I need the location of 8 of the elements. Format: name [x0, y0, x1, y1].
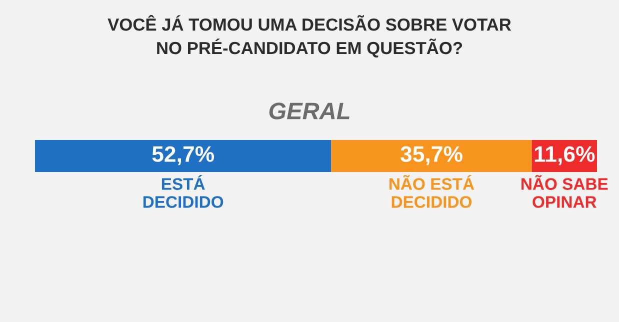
- chart-title: VOCÊ JÁ TOMOU UMA DECISÃO SOBRE VOTAR NO PRÉ-CANDIDATO EM QUESTÃO?: [108, 15, 512, 58]
- series-label: NÃO ESTÁ DECIDIDO: [390, 174, 474, 208]
- data-label: 11,6%: [534, 146, 595, 166]
- chart-subtitle: GERAL: [269, 102, 350, 120]
- series-label: ESTÁ DECIDIDO: [143, 175, 224, 208]
- data-label: 52,7%: [152, 146, 214, 166]
- data-label: 35,7%: [400, 146, 462, 166]
- series-label: NÃO SABE OPINAR: [522, 174, 608, 208]
